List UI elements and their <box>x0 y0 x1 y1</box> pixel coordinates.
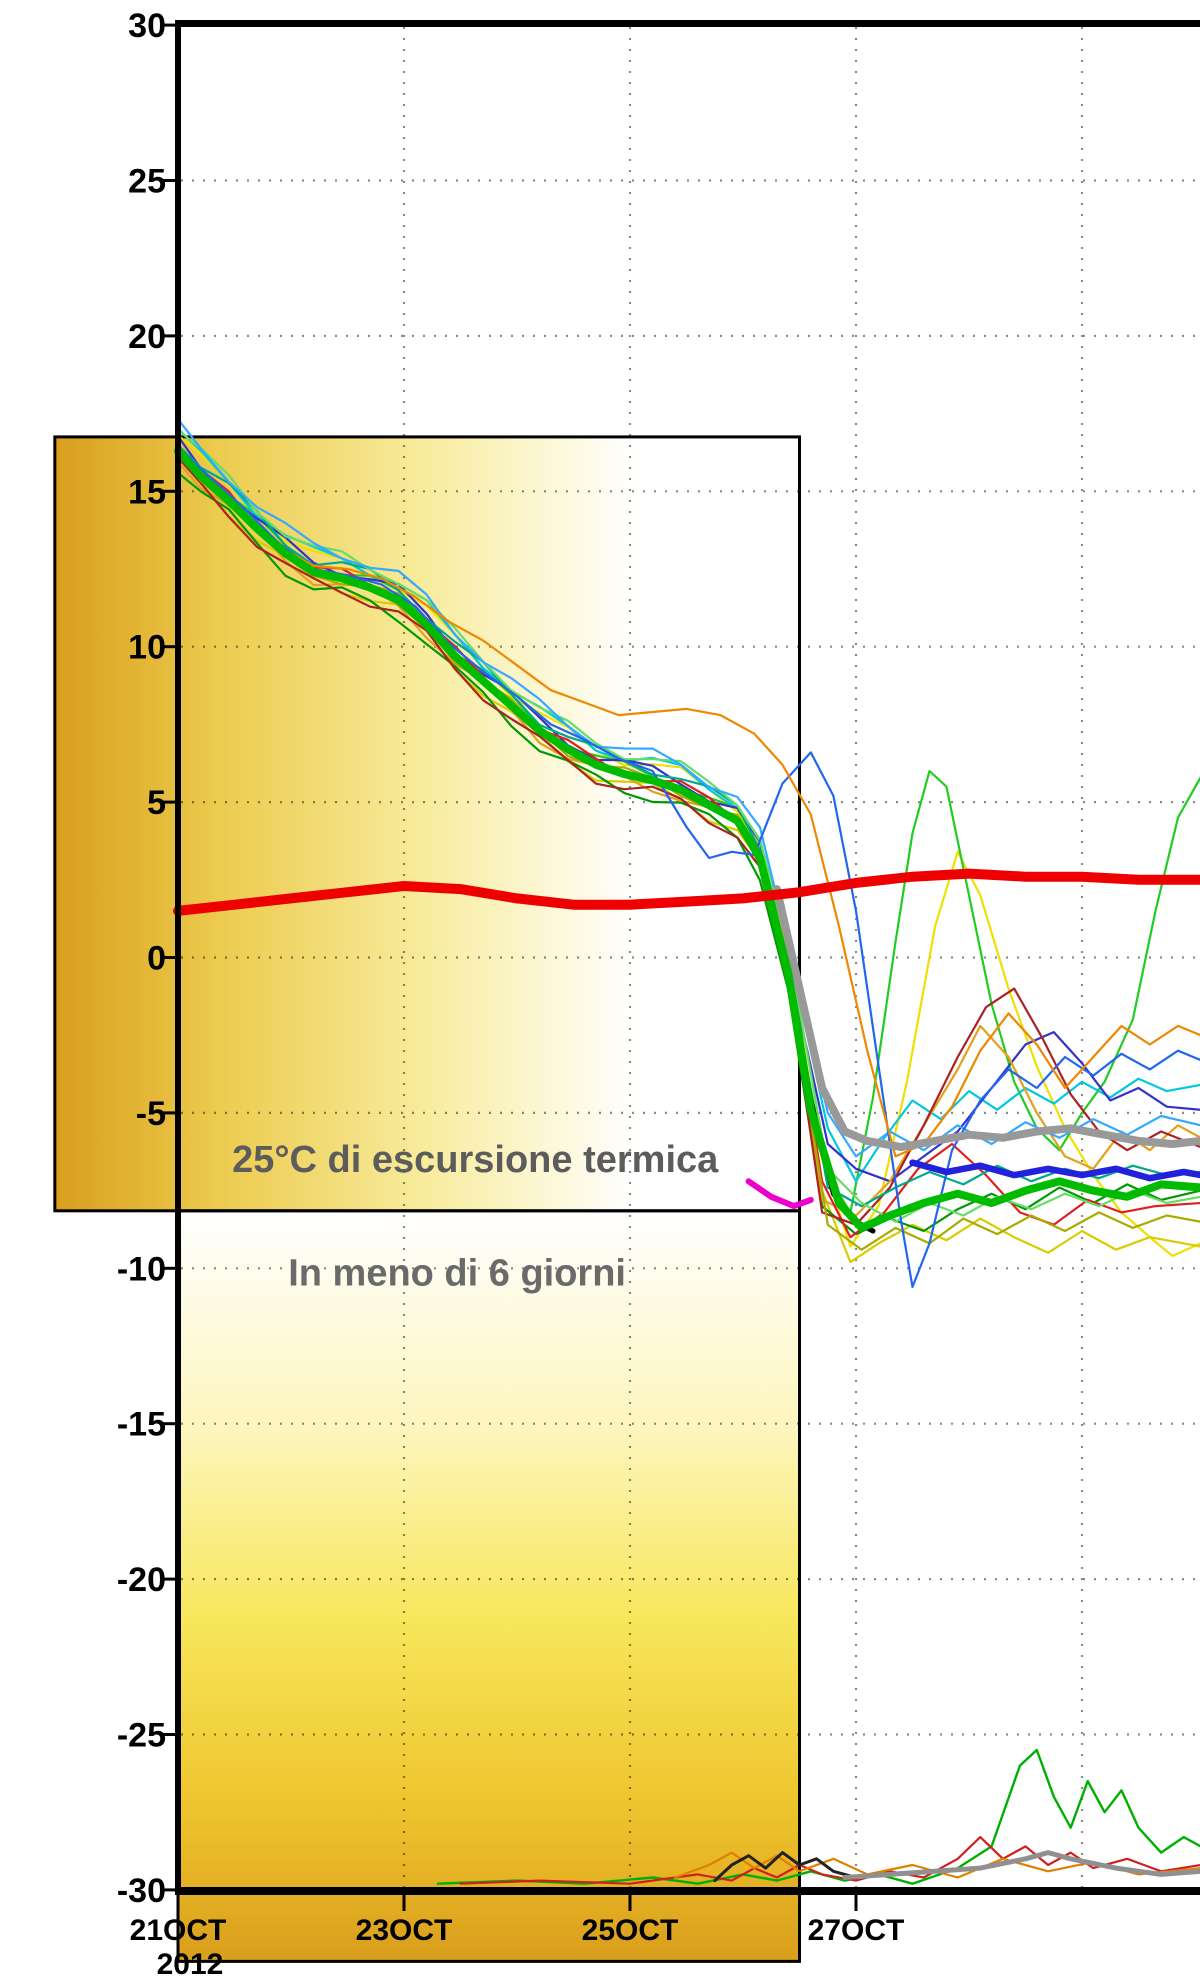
y-tick-label: 15 <box>128 473 166 511</box>
y-tick-label: -10 <box>117 1250 166 1288</box>
y-tick <box>160 179 176 182</box>
y-tick <box>160 1266 176 1270</box>
x-tick <box>402 1895 406 1911</box>
y-tick <box>160 23 176 27</box>
y-tick-label: -5 <box>136 1095 166 1133</box>
y-tick <box>160 489 176 493</box>
top-axis-line <box>175 20 1200 27</box>
cluster-magenta <box>745 1178 814 1210</box>
y-tick <box>160 956 176 959</box>
x-tick-label: 21OCT <box>130 1914 227 1947</box>
x-year-label: 2012 <box>157 1948 224 1981</box>
bottom-gray-thick <box>842 1850 1200 1880</box>
y-tick <box>160 1422 176 1426</box>
x-tick <box>628 1895 632 1911</box>
bottom-green <box>436 1748 1200 1885</box>
cluster-blue <box>909 1159 1200 1182</box>
highlight-box-fill-escursione-upper <box>54 436 800 1211</box>
y-tick-label: 5 <box>147 784 166 822</box>
y-tick <box>160 800 176 804</box>
x-tick <box>854 1895 858 1911</box>
member-orange-high <box>176 452 1200 1158</box>
x-tick <box>176 1895 180 1911</box>
y-tick-label: 30 <box>128 7 166 45</box>
y-tick-label: 25 <box>128 163 166 201</box>
cluster-gray <box>772 885 1200 1152</box>
x-tick-label: 23OCT <box>356 1914 453 1947</box>
y-tick-label: 20 <box>128 318 166 356</box>
reference-red <box>173 868 1200 916</box>
highlight-box-fill-escursione-lower <box>178 1210 800 1962</box>
y-tick <box>160 1888 176 1892</box>
y-tick-label: 10 <box>128 629 166 667</box>
y-tick-label: -25 <box>117 1717 166 1755</box>
y-tick-label: -20 <box>117 1561 166 1599</box>
ensemble-mean-green <box>174 446 1200 1232</box>
y-tick-label: -30 <box>117 1872 166 1910</box>
bottom-dark <box>713 1851 858 1883</box>
annotation-1: 25°C di escursione termica <box>232 1139 719 1181</box>
y-tick <box>160 1577 176 1581</box>
y-tick <box>160 1733 176 1736</box>
x-tick-label: 25OCT <box>582 1914 679 1947</box>
y-axis-line <box>175 20 181 1895</box>
x-tick-label: 27OCT <box>808 1914 905 1947</box>
y-tick <box>160 334 176 338</box>
y-tick-label: 0 <box>147 940 166 978</box>
y-tick <box>160 1111 176 1115</box>
y-tick <box>160 645 176 649</box>
y-tick-label: -15 <box>117 1406 166 1444</box>
x-axis-line <box>175 1887 1200 1895</box>
annotation-2: In meno di 6 giorni <box>288 1252 626 1294</box>
